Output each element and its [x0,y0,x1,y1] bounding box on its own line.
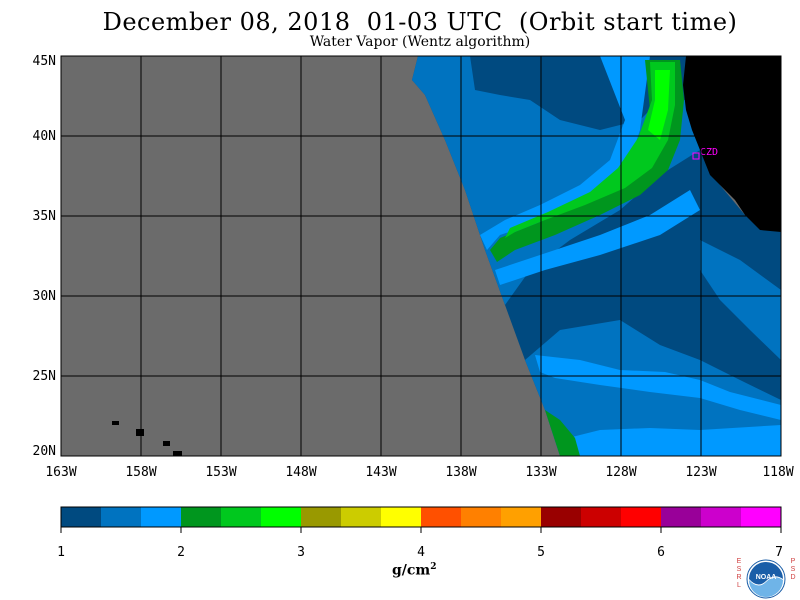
colorbar-swatch [301,507,342,527]
longitude-labels: 163W 158W 153W 148W 143W 138W 133W 128W … [45,465,793,480]
station-label: CZD [700,147,718,158]
hawaiian-islands [112,421,182,456]
colorbar-swatch [541,507,582,527]
colorbar-tick-label: 1 [57,545,65,560]
svg-text:NOAA: NOAA [756,574,777,581]
colorbar-swatch [341,507,382,527]
swath-bright-band-edge [560,425,781,456]
colorbar-tick-label: 6 [657,545,665,560]
lon-label: 138W [445,465,476,480]
colorbar-swatch [261,507,302,527]
swath-moisture-plume-peak [648,70,670,140]
lon-label: 163W [45,465,76,480]
colorbar-swatch [661,507,702,527]
colorbar-swatch [101,507,142,527]
lat-label: 40N [33,129,56,144]
lon-label: 133W [525,465,556,480]
lon-label: 143W [365,465,396,480]
lon-label: 153W [205,465,236,480]
lat-label: 35N [33,209,56,224]
colorbar-tick-label: 5 [537,545,545,560]
colorbar-swatch [741,507,782,527]
lon-label: 148W [285,465,316,480]
lat-label: 25N [33,369,56,384]
colorbar-tick-labels: 1 2 3 4 5 6 7 [57,545,783,560]
colorbar-swatch [181,507,222,527]
map-title: December 08, 2018 01-03 UTC (Orbit start… [102,8,738,36]
colorbar-swatch [621,507,662,527]
colorbar-tick-label: 4 [417,545,425,560]
colorbar-units: g/cm2 [392,562,437,579]
colorbar-swatch [581,507,622,527]
latitude-labels: 45N 40N 35N 30N 25N 20N [33,54,56,459]
map-subtitle: Water Vapor (Wentz algorithm) [309,34,531,50]
lon-label: 158W [125,465,156,480]
colorbar-tick-label: 7 [775,545,783,560]
swath-bright-band-mid [495,190,700,285]
land-mass [683,56,781,232]
colorbar-swatch [381,507,422,527]
colorbar-swatch [421,507,462,527]
colorbar-swatch [501,507,542,527]
lat-label: 45N [33,54,56,69]
colorbar-swatch [141,507,182,527]
map-panel: CZD [61,56,781,456]
map-gridlines [61,56,781,456]
station-marker [692,152,700,160]
lat-label: 20N [33,444,56,459]
colorbar-swatch [461,507,502,527]
colorbar-swatch [701,507,742,527]
noaa-emblem-icon: NOAA [746,559,786,599]
colorbar-tick-label: 3 [297,545,305,560]
lon-label: 128W [605,465,636,480]
lon-label: 118W [762,465,793,480]
colorbar-tick-label: 2 [177,545,185,560]
swath-moisture-south [545,410,580,456]
colorbar-swatch [221,507,262,527]
colorbar [61,507,782,527]
map-border [60,55,782,457]
swath-bright-band-south [535,355,781,420]
lat-label: 30N [33,289,56,304]
swath-medium-vapor-east [700,240,781,360]
colorbar-swatch [61,507,102,527]
swath-bright-band-north [480,56,650,250]
colorbar-ticks [60,527,782,533]
lon-label: 123W [685,465,716,480]
